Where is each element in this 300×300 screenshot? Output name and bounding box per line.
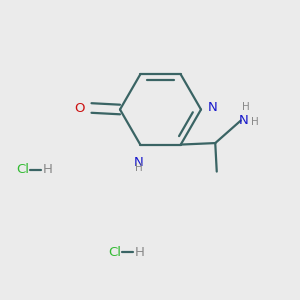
Text: N: N [134, 156, 144, 169]
Text: H: H [242, 102, 250, 112]
Text: H: H [43, 163, 53, 176]
Text: Cl: Cl [16, 163, 29, 176]
Text: H: H [134, 245, 144, 259]
Text: H: H [251, 117, 259, 127]
Text: Cl: Cl [108, 245, 121, 259]
Text: N: N [208, 100, 218, 114]
Text: N: N [239, 114, 249, 127]
Text: H: H [135, 163, 142, 172]
Text: O: O [74, 101, 85, 115]
